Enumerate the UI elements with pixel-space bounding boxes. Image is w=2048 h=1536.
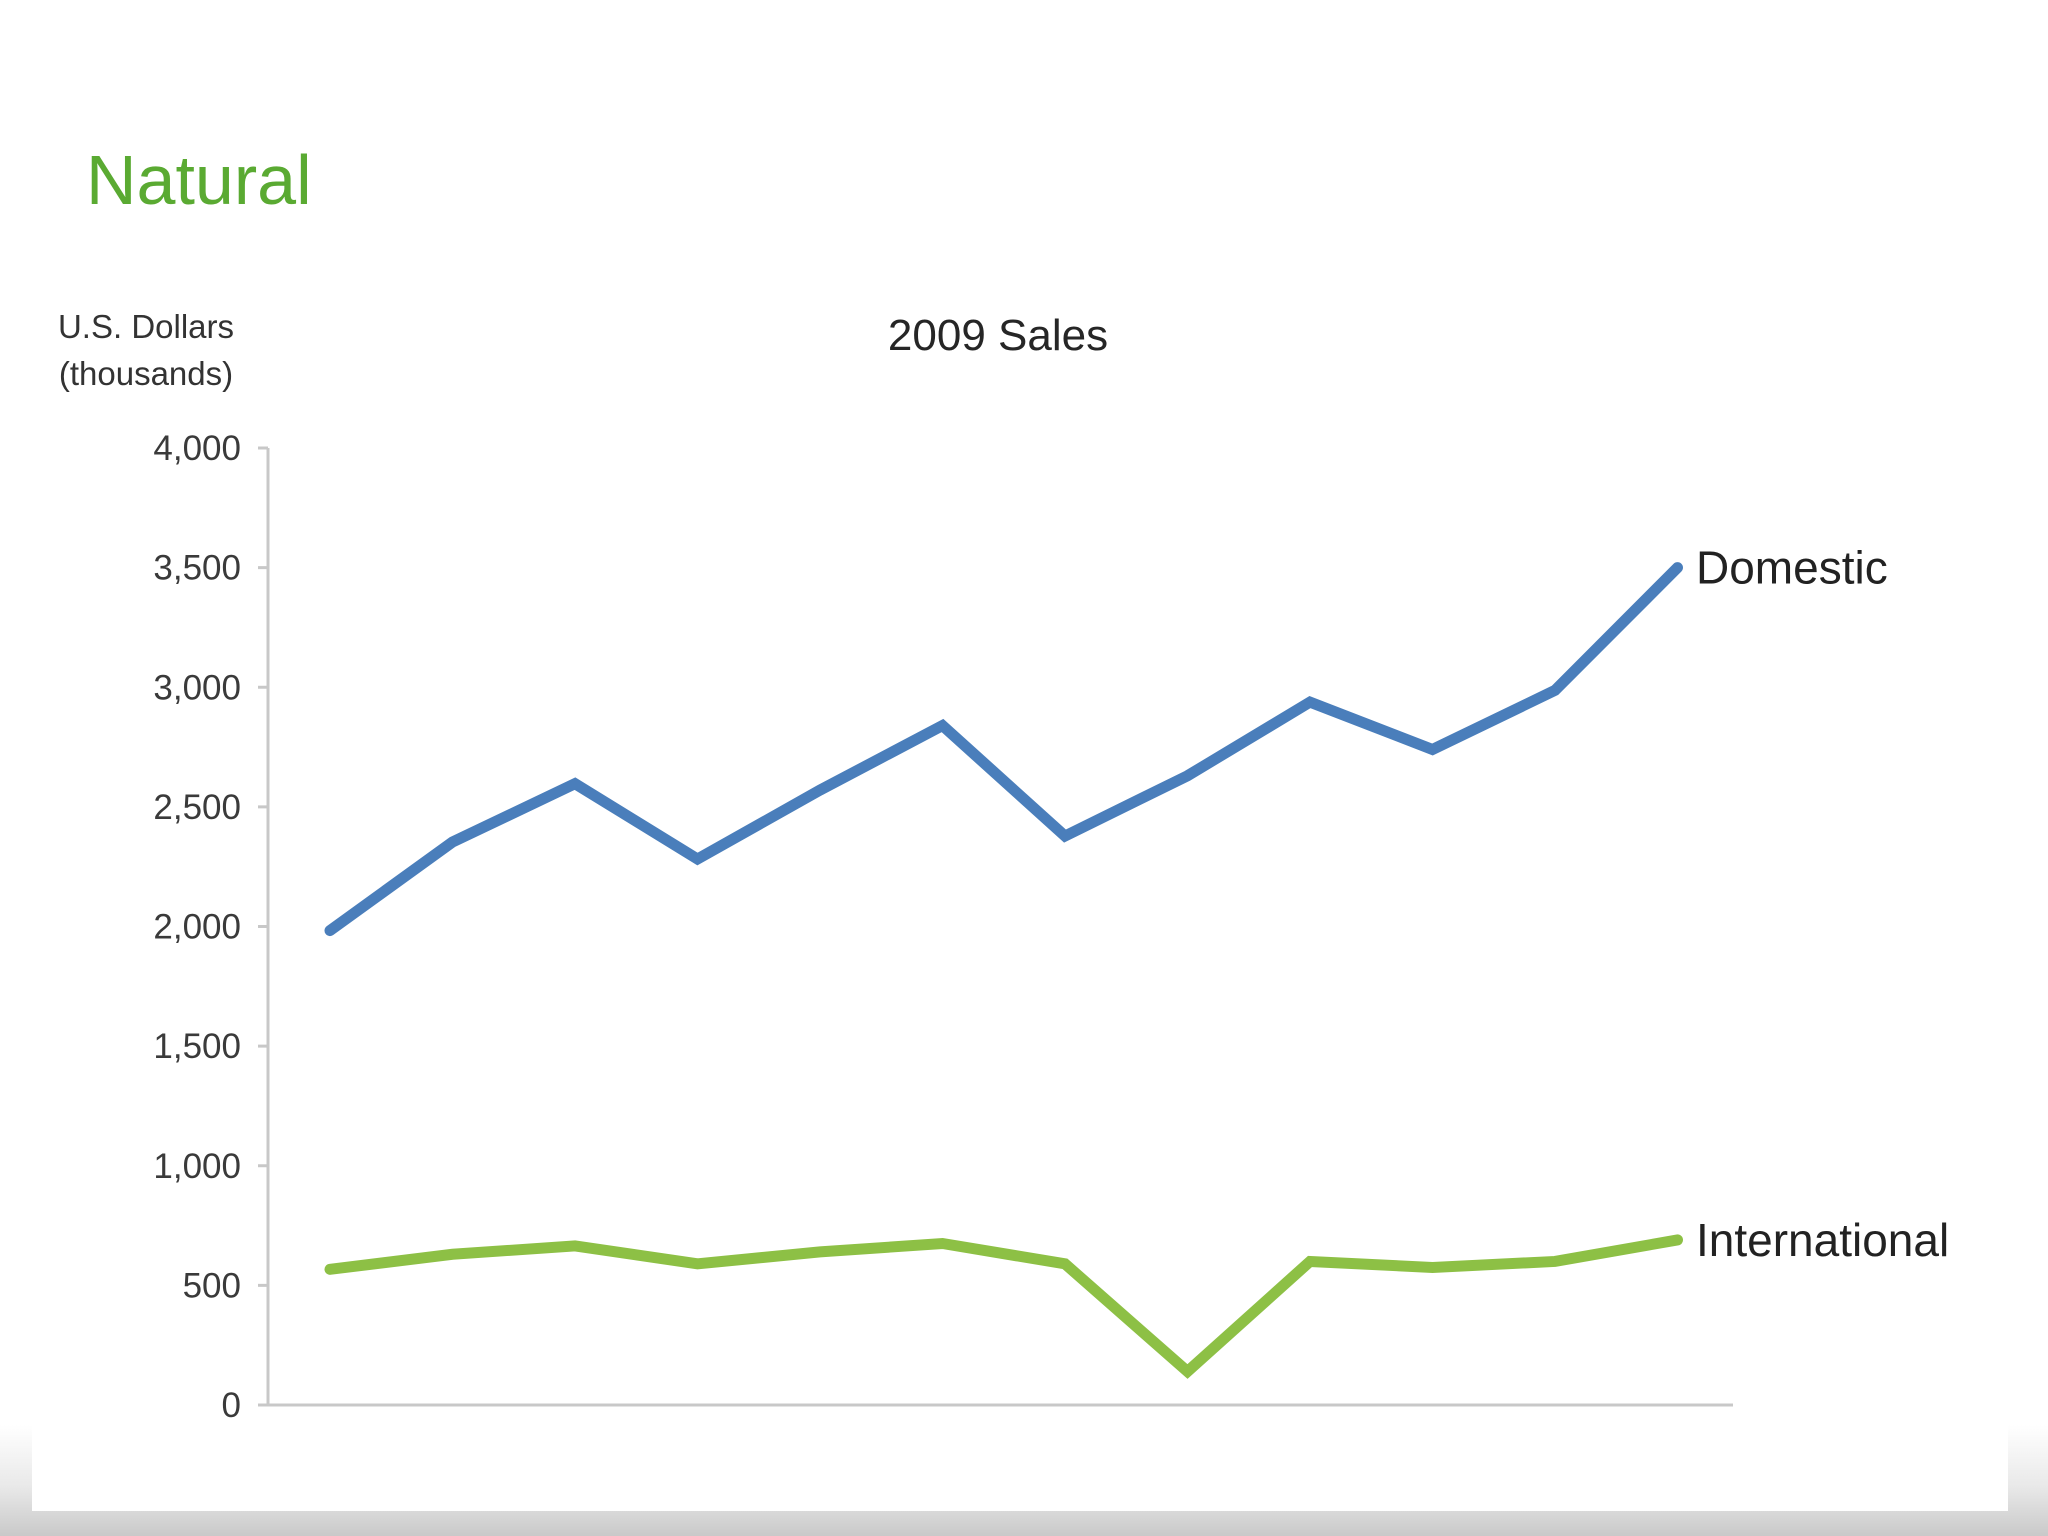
series-labels: Domestic International	[1696, 542, 1949, 1266]
y-axis-label-line-1: U.S. Dollars	[58, 308, 234, 345]
y-tick-label: 1,000	[153, 1147, 241, 1186]
y-tick-label: 4,000	[153, 429, 241, 468]
slide-title: Natural	[86, 141, 312, 219]
y-tick-label: 3,000	[153, 668, 241, 707]
series-label-international: International	[1696, 1214, 1949, 1266]
y-tick-label: 500	[183, 1266, 241, 1305]
y-tick-label: 1,500	[153, 1027, 241, 1066]
series-lines	[324, 562, 1683, 1379]
y-tick-label: 2,500	[153, 788, 241, 827]
y-tick-label: 2,000	[153, 908, 241, 947]
y-tick-label: 3,500	[153, 549, 241, 588]
slide-bottom-frame	[32, 1425, 2008, 1511]
chart-title: 2009 Sales	[888, 311, 1108, 360]
series-line-international	[324, 1234, 1683, 1379]
y-tick-label: 0	[222, 1386, 241, 1425]
y-axis-ticks: 0 500 1,000 1,500 2,000 2,500 3,000 3,500 4,000	[153, 429, 268, 1425]
series-label-domestic: Domestic	[1696, 542, 1888, 594]
y-axis-label-line-2: (thousands)	[59, 355, 233, 392]
series-line-domestic	[324, 562, 1683, 937]
